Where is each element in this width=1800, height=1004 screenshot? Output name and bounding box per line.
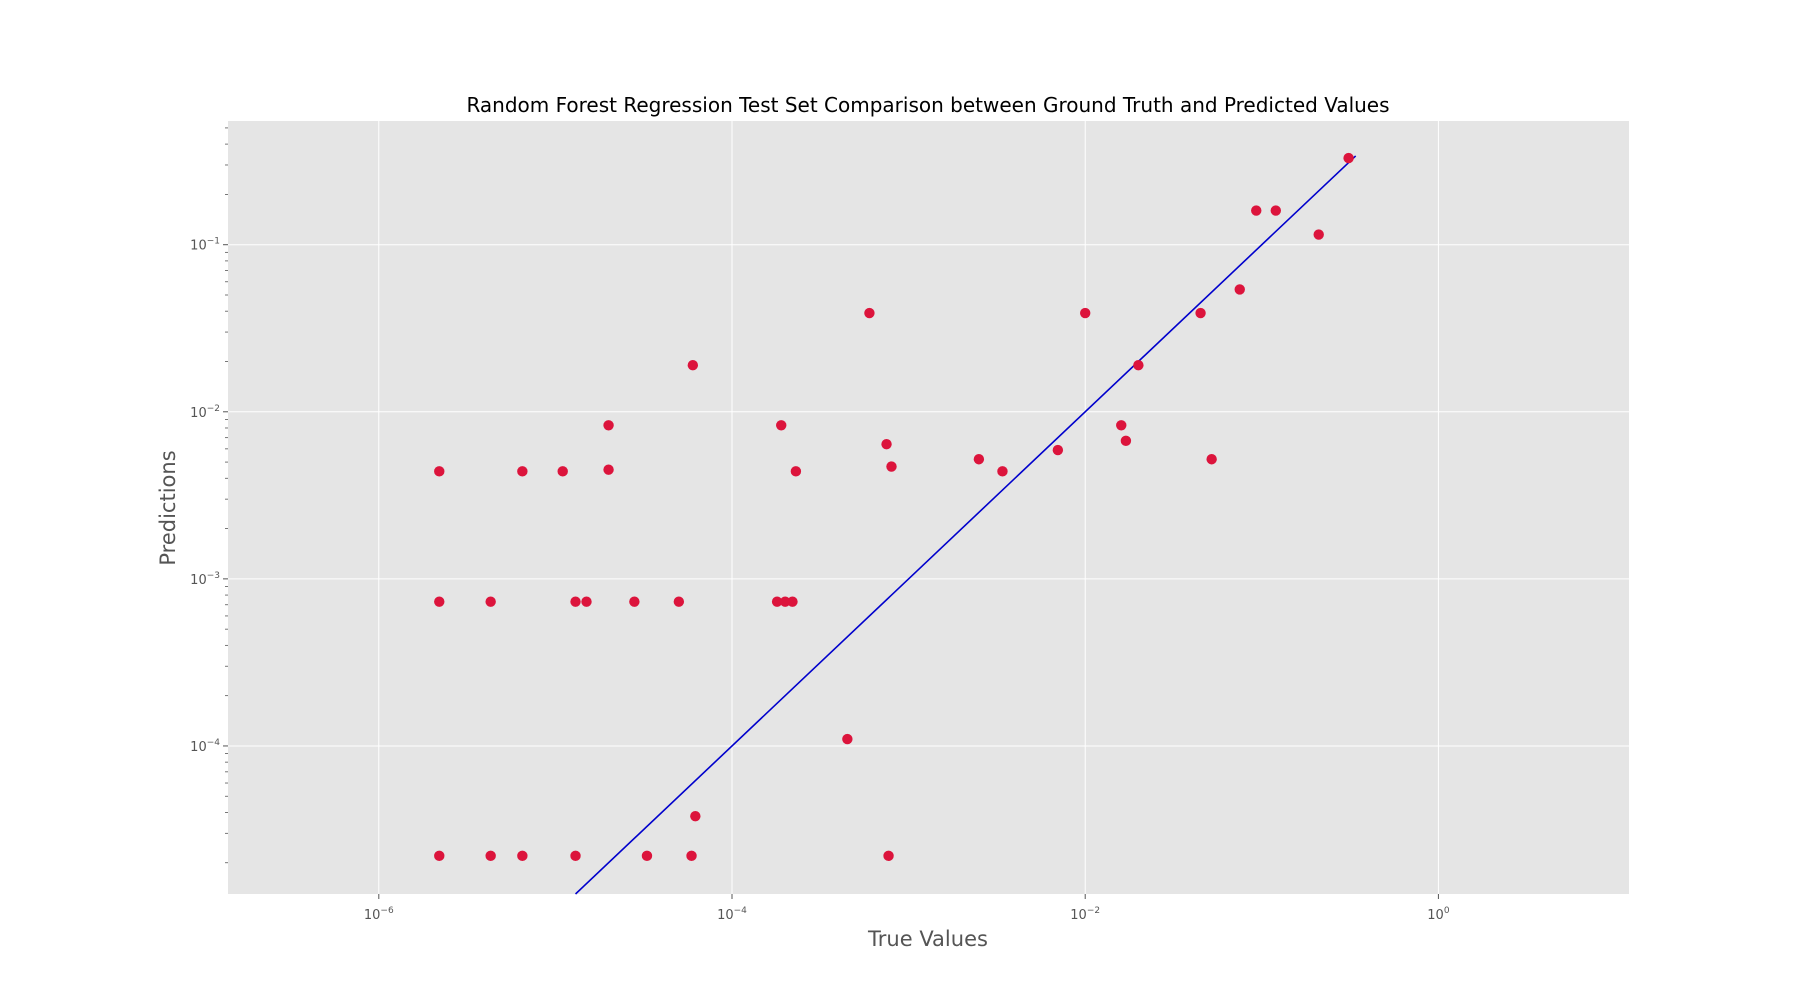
- x-tick-label: 10−2: [1070, 906, 1100, 923]
- data-point: [1313, 229, 1324, 240]
- data-point: [570, 850, 581, 862]
- data-point: [687, 360, 699, 371]
- data-point: [1133, 360, 1144, 371]
- y-tick-exponent: −4: [207, 738, 221, 748]
- y-tick-label: 10−4: [190, 738, 220, 755]
- data-point: [690, 810, 701, 822]
- y-tick-label: 10−3: [190, 571, 220, 588]
- data-point: [581, 596, 592, 607]
- data-point: [1052, 444, 1064, 456]
- data-point: [842, 733, 853, 745]
- x-tick-exponent: −4: [734, 906, 748, 916]
- data-point: [883, 850, 894, 862]
- data-point: [557, 466, 568, 477]
- grid: [228, 121, 1629, 894]
- data-point: [434, 596, 445, 607]
- x-axis-label: True Values: [867, 927, 988, 951]
- y-tick-exponent: −2: [207, 404, 220, 414]
- chart-title: Random Forest Regression Test Set Compar…: [466, 93, 1389, 117]
- data-point: [779, 596, 791, 607]
- data-point: [787, 596, 798, 607]
- x-tick-label: 100: [1427, 906, 1450, 923]
- y-tick-base: 10: [190, 573, 207, 588]
- data-point: [771, 596, 783, 607]
- x-tick-base: 10: [1070, 908, 1087, 923]
- data-point: [973, 454, 985, 465]
- data-point: [1206, 454, 1217, 465]
- data-point: [997, 466, 1008, 477]
- data-point: [790, 466, 802, 477]
- x-tick-exponent: −2: [1087, 906, 1100, 916]
- data-point: [886, 461, 897, 472]
- y-tick-label: 10−1: [190, 237, 220, 254]
- y-axis-label: Predictions: [156, 450, 180, 565]
- plot-background: [228, 121, 1629, 894]
- data-point: [1116, 420, 1127, 431]
- data-point: [1234, 284, 1245, 295]
- data-point: [864, 307, 875, 319]
- data-point: [1251, 205, 1262, 216]
- data-point: [434, 850, 445, 862]
- y-tick-exponent: −3: [207, 571, 220, 581]
- data-point: [485, 850, 496, 862]
- x-tick-label: 10−4: [717, 906, 747, 923]
- data-point: [776, 420, 787, 431]
- data-point: [517, 850, 528, 862]
- reference-line: [574, 155, 1357, 895]
- data-point: [673, 596, 685, 607]
- y-tick-base: 10: [190, 406, 207, 421]
- data-point: [603, 464, 614, 475]
- x-tick-base: 10: [1427, 908, 1444, 923]
- data-point: [629, 596, 640, 607]
- data-point: [570, 596, 581, 607]
- data-point: [485, 596, 496, 607]
- x-tick-exponent: 0: [1444, 906, 1450, 916]
- x-tick-base: 10: [717, 908, 734, 923]
- data-point: [641, 850, 653, 862]
- data-point: [517, 466, 528, 477]
- data-point: [434, 466, 445, 477]
- y-tick-base: 10: [190, 740, 207, 755]
- y-tick-label: 10−2: [190, 404, 220, 421]
- y-tick-exponent: −1: [207, 237, 220, 247]
- data-point: [1120, 435, 1132, 447]
- x-tick-exponent: −6: [380, 906, 394, 916]
- data-point: [1270, 205, 1281, 216]
- x-tick-base: 10: [364, 908, 381, 923]
- data-point: [1343, 152, 1354, 164]
- y-tick-base: 10: [190, 239, 207, 254]
- x-tick-label: 10−6: [364, 906, 394, 923]
- data-point: [603, 420, 614, 431]
- points: [434, 152, 1354, 862]
- data-point: [881, 438, 892, 450]
- data-point: [686, 850, 697, 862]
- data-point: [1080, 307, 1091, 319]
- data-point: [1195, 307, 1206, 319]
